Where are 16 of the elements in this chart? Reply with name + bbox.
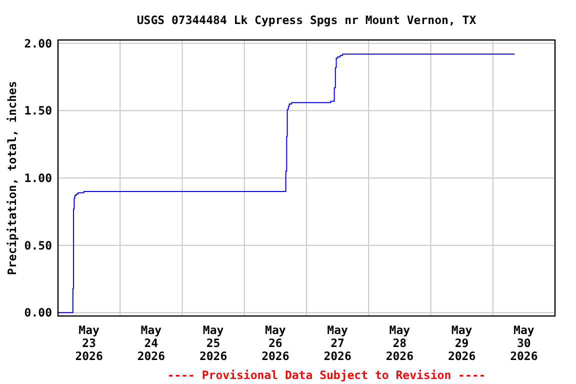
x-tick-label: May 25 2026 <box>199 323 228 363</box>
y-axis-title: Precipitation, total, inches <box>5 81 19 275</box>
x-tick-label: May 23 2026 <box>75 323 103 363</box>
x-tick-label: May 26 2026 <box>262 323 290 363</box>
y-tick-label: 2.00 <box>24 36 52 50</box>
x-tick-label: May 24 2026 <box>137 323 166 363</box>
x-tick-label: May 29 2026 <box>448 323 476 363</box>
chart-title: USGS 07344484 Lk Cypress Spgs nr Mount Vernon, TX <box>136 13 476 27</box>
y-tick-label: 1.50 <box>24 104 52 118</box>
x-tick-label: May 30 2026 <box>510 323 538 363</box>
y-tick-label: 0.50 <box>24 238 52 252</box>
x-tick-label: May 28 2026 <box>386 323 414 363</box>
y-tick-label: 0.00 <box>24 306 52 320</box>
x-tick-label: May 27 2026 <box>324 323 352 363</box>
y-tick-label: 1.00 <box>24 171 52 186</box>
text: ---- Provisional Data Subject to Revision ---- <box>167 368 486 382</box>
